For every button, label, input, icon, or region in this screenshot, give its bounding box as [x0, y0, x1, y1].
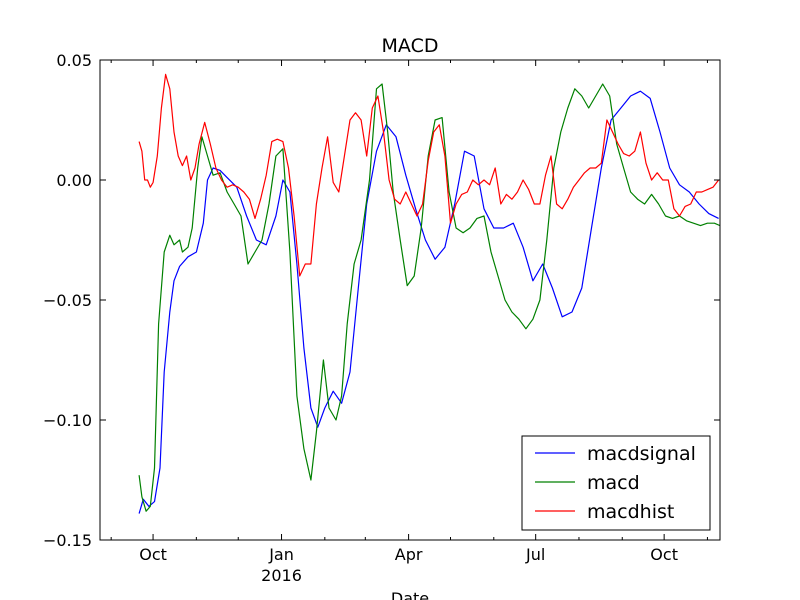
- y-tick-label: 0.00: [56, 171, 92, 190]
- legend-box: [521, 435, 711, 531]
- x-axis: Oct Jan 2016 Apr Jul Oct: [110, 60, 708, 585]
- y-tick-label: 0.05: [56, 51, 92, 70]
- legend-label-macdhist: macdhist: [587, 501, 674, 523]
- x-tick-label: Jul: [525, 545, 545, 564]
- y-axis: 0.05 0.00 −0.05 −0.10 −0.15: [43, 51, 720, 550]
- legend-label-macd: macd: [587, 472, 640, 494]
- chart-title: MACD: [382, 35, 439, 57]
- x-tick-sublabel: 2016: [261, 566, 302, 585]
- x-tick-label: Oct: [139, 545, 167, 564]
- legend: macdsignal macd macdhist: [521, 435, 711, 531]
- x-tick-label: Jan: [268, 545, 294, 564]
- series-line-macd: [138, 83, 720, 512]
- x-axis-label: Date: [391, 589, 429, 600]
- x-tick-label: Apr: [395, 545, 423, 564]
- series-line-macdhist: [138, 73, 720, 277]
- y-tick-label: −0.05: [43, 291, 92, 310]
- y-tick-label: −0.10: [43, 411, 92, 430]
- lines-layer: [138, 73, 720, 514]
- legend-label-macdsignal: macdsignal: [587, 443, 696, 465]
- x-tick-label: Oct: [650, 545, 678, 564]
- y-tick-label: −0.15: [43, 531, 92, 550]
